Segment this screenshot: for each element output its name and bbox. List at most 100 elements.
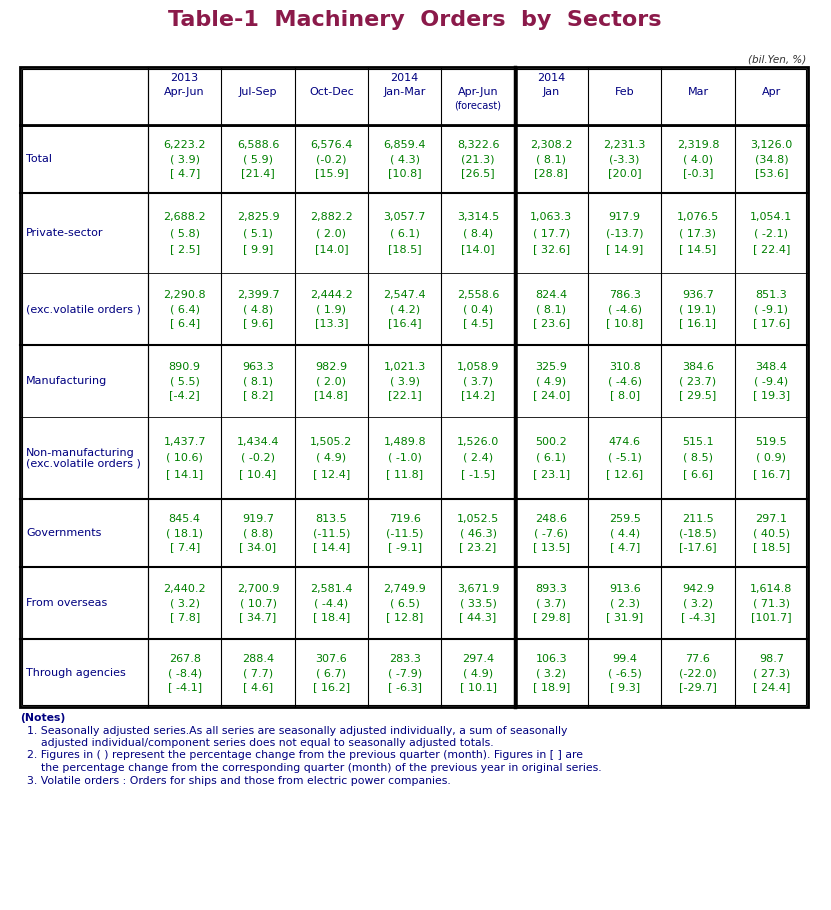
Text: (-13.7): (-13.7): [606, 228, 643, 238]
Text: ( 8.4): ( 8.4): [463, 228, 493, 238]
Text: ( -1.0): ( -1.0): [388, 453, 421, 463]
Text: 310.8: 310.8: [609, 361, 641, 371]
Text: [ -9.1]: [ -9.1]: [387, 541, 421, 551]
Text: [ 23.1]: [ 23.1]: [533, 470, 570, 480]
Text: ( 10.7): ( 10.7): [239, 598, 277, 608]
Text: [-17.6]: [-17.6]: [679, 541, 717, 551]
Text: 942.9: 942.9: [682, 583, 714, 593]
Text: ( 0.4): ( 0.4): [463, 304, 493, 314]
Text: ( 27.3): ( 27.3): [753, 668, 790, 678]
Text: (exc.volatile orders ): (exc.volatile orders ): [26, 304, 141, 314]
Text: [ 4.7]: [ 4.7]: [610, 541, 640, 551]
Text: 6,859.4: 6,859.4: [383, 140, 426, 150]
Text: ( 6.4): ( 6.4): [170, 304, 199, 314]
Text: [ 12.8]: [ 12.8]: [386, 612, 423, 622]
Text: [21.4]: [21.4]: [241, 167, 275, 177]
Text: ( 8.1): ( 8.1): [536, 304, 567, 314]
Text: ( 5.8): ( 5.8): [170, 228, 199, 238]
Text: [14.8]: [14.8]: [314, 390, 348, 400]
Text: 824.4: 824.4: [535, 289, 568, 299]
Text: [ 9.3]: [ 9.3]: [610, 682, 640, 692]
Text: (-22.0): (-22.0): [679, 668, 717, 678]
Text: 1,526.0: 1,526.0: [457, 437, 499, 447]
Text: [ 44.3]: [ 44.3]: [460, 612, 497, 622]
Text: 98.7: 98.7: [759, 654, 784, 664]
Text: 2,290.8: 2,290.8: [164, 289, 206, 299]
Text: (-18.5): (-18.5): [679, 528, 717, 538]
Text: ( 3.7): ( 3.7): [463, 376, 493, 386]
Text: 813.5: 813.5: [316, 514, 347, 524]
Text: ( 6.5): ( 6.5): [390, 598, 420, 608]
Text: 3,057.7: 3,057.7: [383, 212, 425, 222]
Text: ( -7.6): ( -7.6): [534, 528, 568, 538]
Text: Oct-Dec: Oct-Dec: [309, 87, 354, 97]
Text: (bil.Yen, %): (bil.Yen, %): [748, 55, 806, 65]
Text: 77.6: 77.6: [686, 654, 711, 664]
Text: 2,399.7: 2,399.7: [237, 289, 279, 299]
Text: 325.9: 325.9: [535, 361, 568, 371]
Text: 963.3: 963.3: [242, 361, 274, 371]
Text: ( 17.7): ( 17.7): [533, 228, 570, 238]
Text: [ 18.5]: [ 18.5]: [753, 541, 790, 551]
Text: 6,588.6: 6,588.6: [237, 140, 279, 150]
Text: 267.8: 267.8: [169, 654, 200, 664]
Text: [ 16.1]: [ 16.1]: [680, 318, 716, 329]
Text: ( -9.4): ( -9.4): [755, 376, 789, 386]
Text: 2,231.3: 2,231.3: [603, 140, 646, 150]
Text: 2,547.4: 2,547.4: [383, 289, 426, 299]
Text: [ 14.4]: [ 14.4]: [312, 541, 350, 551]
Text: ( -8.4): ( -8.4): [168, 668, 202, 678]
Text: [ 12.4]: [ 12.4]: [312, 470, 350, 480]
Text: ( 4.9): ( 4.9): [463, 668, 493, 678]
Text: [13.3]: [13.3]: [315, 318, 348, 329]
Text: (34.8): (34.8): [755, 154, 788, 164]
Text: ( 8.1): ( 8.1): [243, 376, 273, 386]
Text: 893.3: 893.3: [535, 583, 568, 593]
Text: [ 34.0]: [ 34.0]: [239, 541, 277, 551]
Text: [ 7.4]: [ 7.4]: [170, 541, 199, 551]
Text: 2,308.2: 2,308.2: [530, 140, 573, 150]
Text: ( -0.2): ( -0.2): [241, 453, 275, 463]
Text: ( 6.1): ( 6.1): [390, 228, 420, 238]
Text: 2,825.9: 2,825.9: [237, 212, 279, 222]
Text: 474.6: 474.6: [608, 437, 641, 447]
Text: ( 5.9): ( 5.9): [243, 154, 273, 164]
Text: Manufacturing: Manufacturing: [26, 376, 107, 386]
Text: 1. Seasonally adjusted series.As all series are seasonally adjusted individually: 1. Seasonally adjusted series.As all ser…: [20, 725, 568, 735]
Text: 3,671.9: 3,671.9: [457, 583, 499, 593]
Text: ( -2.1): ( -2.1): [755, 228, 789, 238]
Text: Mar: Mar: [687, 87, 709, 97]
Text: ( 18.1): ( 18.1): [166, 528, 203, 538]
Text: (-11.5): (-11.5): [386, 528, 423, 538]
Text: ( 4.0): ( 4.0): [683, 154, 713, 164]
Text: ( -4.6): ( -4.6): [607, 376, 642, 386]
Text: [ 14.1]: [ 14.1]: [166, 470, 204, 480]
Text: 6,223.2: 6,223.2: [164, 140, 206, 150]
Text: 919.7: 919.7: [242, 514, 274, 524]
Text: [22.1]: [22.1]: [388, 390, 421, 400]
Text: [ 32.6]: [ 32.6]: [533, 244, 570, 254]
Text: ( 8.1): ( 8.1): [536, 154, 567, 164]
Text: (forecast): (forecast): [455, 100, 501, 110]
Text: ( 0.9): ( 0.9): [756, 453, 786, 463]
Text: 515.1: 515.1: [682, 437, 714, 447]
Text: [15.9]: [15.9]: [314, 167, 348, 177]
Text: [ 9.9]: [ 9.9]: [243, 244, 273, 254]
Text: ( 5.1): ( 5.1): [243, 228, 273, 238]
Text: [ 4.7]: [ 4.7]: [170, 167, 199, 177]
Text: ( 8.5): ( 8.5): [683, 453, 713, 463]
Text: (Notes): (Notes): [20, 713, 66, 723]
Text: [18.5]: [18.5]: [388, 244, 421, 254]
Text: [101.7]: [101.7]: [751, 612, 792, 622]
Text: ( 4.9): ( 4.9): [317, 453, 347, 463]
Text: Feb: Feb: [615, 87, 635, 97]
Text: [ 14.9]: [ 14.9]: [606, 244, 643, 254]
Text: From overseas: From overseas: [26, 598, 107, 608]
Text: ( 4.4): ( 4.4): [610, 528, 640, 538]
Text: [ 29.5]: [ 29.5]: [680, 390, 716, 400]
Text: Apr: Apr: [762, 87, 781, 97]
Text: [ 23.2]: [ 23.2]: [460, 541, 497, 551]
Text: [ 6.6]: [ 6.6]: [683, 470, 713, 480]
Text: ( 10.6): ( 10.6): [166, 453, 203, 463]
Text: Apr-Jun: Apr-Jun: [458, 87, 499, 97]
